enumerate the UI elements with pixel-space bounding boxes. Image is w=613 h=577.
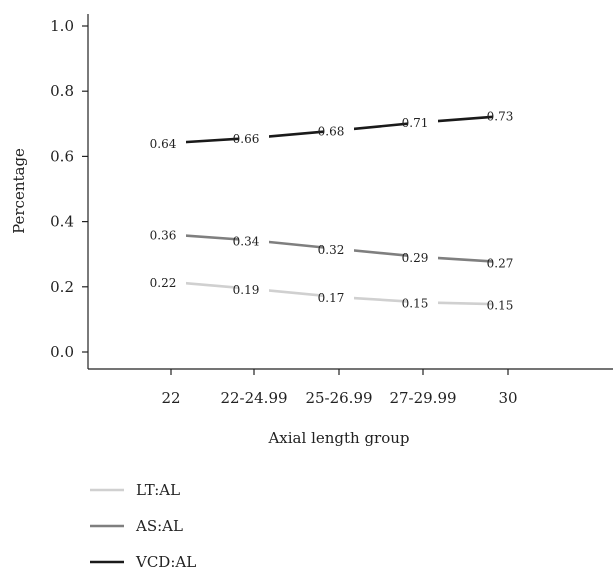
data-label-bg [408, 114, 438, 130]
x-axis-title: Axial length group [267, 429, 409, 447]
legend-label: VCD:AL [135, 553, 196, 571]
data-label-bg [239, 129, 269, 145]
data-label-bg [324, 289, 354, 305]
x-tick-label: 25-26.99 [305, 389, 372, 407]
y-axis-title: Percentage [10, 148, 28, 234]
data-label: 0.17 [318, 291, 345, 305]
data-labels: 0.22 0.19 0.17 0.15 0.15 0.36 0.34 0.32 0.29 0.27… [150, 107, 523, 312]
y-tick-label: 0.2 [50, 278, 74, 296]
data-label-bg [408, 294, 438, 310]
data-label-bg [156, 273, 186, 289]
data-label: 0.36 [150, 229, 177, 243]
axes: 0.0 0.2 0.4 0.6 0.8 1.0 22 22-24.99 25-26.99 27-2… [50, 14, 613, 407]
y-tick-label: 0.0 [50, 343, 74, 361]
data-label: 0.27 [487, 256, 514, 270]
x-tick-label: 30 [498, 389, 517, 407]
data-label-bg [239, 281, 269, 297]
data-label: 0.34 [233, 235, 260, 249]
x-tick-label: 27-29.99 [389, 389, 456, 407]
data-label-bg [324, 122, 354, 138]
x-tick-label: 22-24.99 [220, 389, 287, 407]
data-label: 0.19 [233, 283, 260, 297]
data-label: 0.68 [318, 124, 345, 138]
data-label: 0.15 [487, 298, 514, 312]
data-label-bg [493, 254, 523, 270]
data-label: 0.73 [487, 110, 514, 124]
y-tick-label: 0.4 [50, 213, 74, 231]
data-label: 0.71 [402, 116, 429, 130]
legend-label: LT:AL [136, 481, 180, 499]
data-label: 0.64 [150, 137, 177, 151]
series-lines [170, 114, 509, 306]
data-label: 0.29 [402, 251, 429, 265]
data-label-bg [493, 107, 523, 123]
data-label-bg [324, 240, 354, 256]
legend: LT:AL AS:AL VCD:AL [90, 481, 196, 571]
legend-label: AS:AL [135, 517, 183, 535]
y-tick-label: 1.0 [50, 17, 74, 35]
data-label: 0.66 [233, 132, 260, 146]
data-label-bg [156, 135, 186, 151]
data-label-bg [156, 226, 186, 242]
data-label-bg [408, 249, 438, 265]
data-label: 0.32 [318, 243, 345, 257]
data-label: 0.22 [150, 276, 177, 290]
y-tick-label: 0.8 [50, 82, 74, 100]
data-label: 0.15 [402, 296, 429, 310]
x-tick-label: 22 [161, 389, 180, 407]
data-label-bg [239, 232, 269, 248]
data-label-bg [493, 296, 523, 312]
y-tick-label: 0.6 [50, 147, 74, 165]
